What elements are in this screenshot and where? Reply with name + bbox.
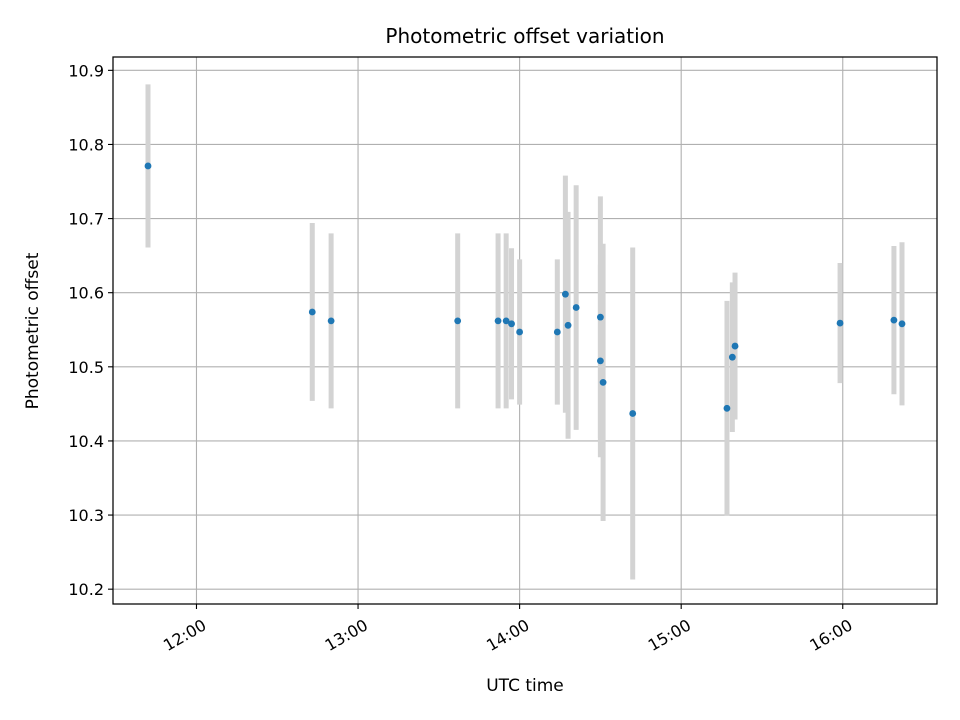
data-point	[144, 162, 152, 170]
x-axis-label: UTC time	[486, 676, 564, 696]
y-tick-label: 10.9	[68, 61, 104, 80]
data-point	[502, 317, 510, 325]
data-point	[728, 353, 736, 361]
plot-frame	[112, 56, 938, 605]
y-tick-label: 10.2	[68, 580, 104, 599]
data-point	[561, 290, 569, 298]
grid	[113, 57, 937, 604]
y-axis-label: Photometric offset	[23, 252, 43, 409]
y-tick-label: 10.8	[68, 135, 104, 154]
data-point	[327, 317, 335, 325]
y-axis-ticks: 10.2 10.3 10.4 10.5 10.6 10.7 10.8 10.9	[68, 61, 113, 599]
data-point	[599, 378, 607, 386]
data-point	[890, 316, 898, 324]
data-point	[898, 320, 906, 328]
data-point	[629, 410, 637, 417]
y-tick-label: 10.4	[68, 432, 104, 451]
data-point	[572, 304, 580, 311]
y-tick-label: 10.6	[68, 284, 104, 303]
data-point	[494, 317, 502, 325]
y-tick-label: 10.7	[68, 210, 104, 229]
y-tick-label: 10.3	[68, 506, 104, 525]
data-point	[596, 357, 604, 365]
y-tick-label: 10.5	[68, 358, 104, 377]
data-point	[731, 342, 739, 350]
data-points	[144, 162, 906, 417]
data-point	[596, 313, 604, 321]
chart-title: Photometric offset variation	[385, 24, 664, 48]
data-point	[516, 328, 524, 336]
data-point	[553, 328, 561, 336]
data-point	[836, 319, 844, 327]
data-point	[508, 320, 515, 328]
data-point	[308, 308, 316, 316]
data-point	[564, 321, 572, 329]
data-point	[454, 317, 462, 325]
data-point	[723, 404, 731, 412]
